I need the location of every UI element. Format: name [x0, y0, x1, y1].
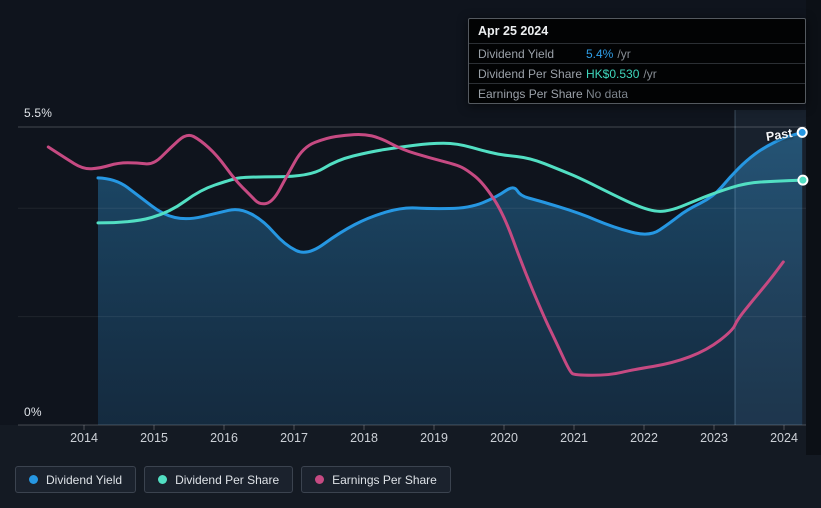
tooltip: Apr 25 2024 Dividend Yield 5.4% /yr Divi…: [468, 18, 806, 104]
x-tick-label-2020: 2020: [490, 431, 518, 445]
x-tick-label-2023: 2023: [700, 431, 728, 445]
tooltip-row-value: HK$0.530: [586, 66, 640, 81]
dividend-yield-dot-icon: [29, 475, 38, 484]
dividend-per-share-end-marker: [797, 174, 809, 186]
x-tick-label-2018: 2018: [350, 431, 378, 445]
plot-right-gutter: [806, 0, 821, 455]
legend-label: Earnings Per Share: [332, 472, 437, 487]
tooltip-row-earnings-per-share: Earnings Per Share No data: [469, 83, 805, 103]
dividend-per-share-dot-icon: [158, 475, 168, 484]
tooltip-row-label: Dividend Per Share: [478, 66, 583, 81]
tooltip-row-label: Dividend Yield: [478, 46, 555, 61]
x-tick-label-2017: 2017: [280, 431, 308, 445]
legend-item-dividend-per-share[interactable]: Dividend Per Share: [144, 466, 294, 493]
x-tick-label-2022: 2022: [630, 431, 658, 445]
dividend-yield-line: [96, 130, 804, 254]
x-tick-label-2014: 2014: [70, 431, 98, 445]
x-tick-label-2019: 2019: [420, 431, 448, 445]
legend-item-dividend-yield[interactable]: Dividend Yield: [15, 466, 137, 493]
x-tick-label-2015: 2015: [140, 431, 168, 445]
tooltip-row-dividend-per-share: Dividend Per Share HK$0.530 /yr: [469, 63, 805, 83]
x-tick-label-2024: 2024: [770, 431, 798, 445]
x-tick-label-2016: 2016: [210, 431, 238, 445]
tooltip-date: Apr 25 2024: [478, 24, 549, 38]
legend-item-earnings-per-share[interactable]: Earnings Per Share: [301, 466, 451, 493]
tooltip-row-label: Earnings Per Share: [478, 86, 583, 101]
x-tick-label-2021: 2021: [560, 431, 588, 445]
tooltip-row-dividend-yield: Dividend Yield 5.4% /yr: [469, 43, 805, 63]
dividend-yield-area: [98, 132, 803, 425]
tooltip-row-value: 5.4%: [586, 46, 614, 61]
y-axis-min-label: 0%: [24, 405, 42, 419]
tooltip-row-suffix: /yr: [617, 46, 631, 61]
dividend-yield-end-marker: [796, 126, 808, 138]
past-region: [735, 110, 806, 425]
y-axis-max-label: 5.5%: [24, 106, 53, 120]
legend: Dividend Yield Dividend Per Share Earnin…: [15, 466, 451, 493]
tooltip-row-value: No data: [586, 86, 629, 101]
earnings-per-share-line: [46, 132, 785, 377]
x-tick-marks: [83, 425, 785, 430]
legend-label: Dividend Yield: [46, 472, 123, 487]
legend-label: Dividend Per Share: [175, 472, 280, 487]
tooltip-row-suffix: /yr: [643, 66, 657, 81]
earnings-per-share-dot-icon: [315, 475, 325, 484]
